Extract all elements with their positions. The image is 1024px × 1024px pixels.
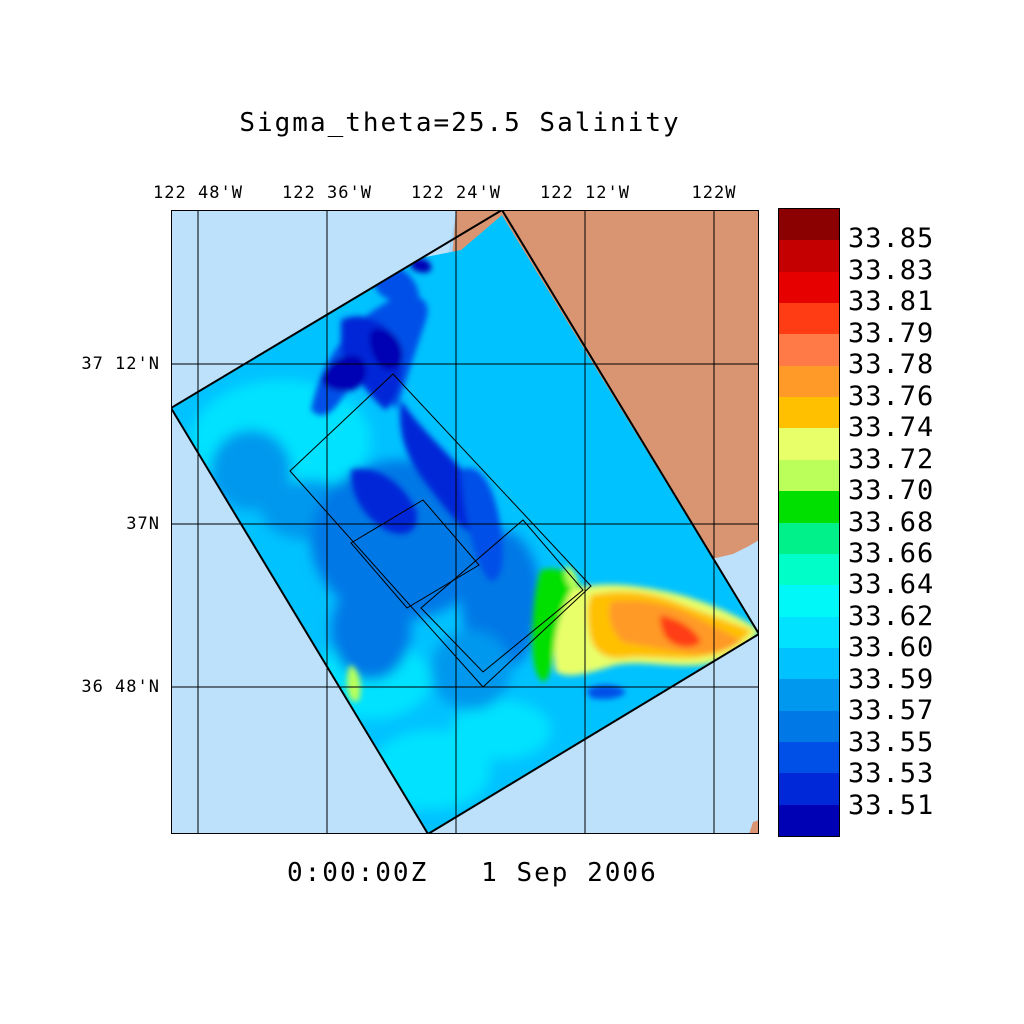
colorbar-swatch bbox=[779, 647, 839, 680]
latitude-label-36-48n: 36 48'N bbox=[81, 677, 160, 697]
colorbar-label: 33.51 bbox=[848, 789, 935, 821]
colorbar-label: 33.78 bbox=[848, 349, 935, 381]
colorbar-label: 33.55 bbox=[848, 726, 935, 758]
graticule bbox=[171, 210, 759, 834]
colorbar-label: 33.64 bbox=[848, 569, 935, 601]
colorbar-swatch bbox=[779, 209, 839, 241]
colorbar-label: 33.74 bbox=[848, 412, 935, 444]
colorbar-swatch bbox=[779, 585, 839, 618]
colorbar-label: 33.85 bbox=[848, 223, 935, 255]
longitude-label-122-24w: 122 24'W bbox=[411, 183, 501, 203]
colorbar-swatch bbox=[779, 491, 839, 523]
colorbar-swatch bbox=[779, 616, 839, 649]
model-domain-outline bbox=[171, 210, 759, 834]
colorbar-swatch bbox=[779, 773, 839, 806]
land-fragment bbox=[749, 820, 759, 834]
salinity-map-canvas bbox=[171, 210, 759, 834]
colorbar-label: 33.66 bbox=[848, 537, 935, 569]
timestamp: 0:00:00Z 1 Sep 2006 bbox=[287, 858, 658, 888]
colorbar-label: 33.68 bbox=[848, 506, 935, 538]
longitude-label-122-48w: 122 48'W bbox=[153, 183, 243, 203]
colorbar-label: 33.59 bbox=[848, 663, 935, 695]
colorbar-swatch bbox=[779, 365, 839, 398]
longitude-label-122-12w: 122 12'W bbox=[540, 183, 630, 203]
colorbar-label: 33.70 bbox=[848, 475, 935, 507]
map-title: Sigma_theta=25.5 Salinity bbox=[239, 108, 681, 138]
colorbar-swatch bbox=[779, 710, 839, 743]
salinity-map bbox=[171, 210, 759, 834]
colorbar-label: 33.81 bbox=[848, 286, 935, 318]
colorbar-swatch bbox=[779, 522, 839, 555]
colorbar-swatch bbox=[779, 397, 839, 429]
colorbar-swatch bbox=[779, 804, 839, 837]
colorbar-swatch bbox=[779, 679, 839, 712]
nested-domain-boxes bbox=[289, 373, 592, 688]
colorbar-label: 33.57 bbox=[848, 695, 935, 727]
colorbar-label: 33.76 bbox=[848, 380, 935, 412]
map-frame bbox=[171, 210, 759, 834]
colorbar-swatch bbox=[779, 741, 839, 774]
colorbar-label: 33.79 bbox=[848, 317, 935, 349]
colorbar-label: 33.62 bbox=[848, 600, 935, 632]
colorbar-label: 33.60 bbox=[848, 632, 935, 664]
latitude-label-37n: 37N bbox=[126, 514, 160, 534]
colorbar-label: 33.72 bbox=[848, 443, 935, 475]
colorbar-swatch bbox=[779, 240, 839, 273]
colorbar-swatch bbox=[779, 303, 839, 335]
colorbar-label: 33.83 bbox=[848, 254, 935, 286]
colorbar-swatch bbox=[779, 428, 839, 461]
latitude-label-37-12n: 37 12'N bbox=[81, 354, 160, 374]
colorbar-swatch bbox=[779, 553, 839, 586]
colorbar-swatch bbox=[779, 334, 839, 367]
colorbar-swatch bbox=[779, 271, 839, 304]
longitude-label-122w: 122W bbox=[691, 183, 737, 203]
colorbar-swatch bbox=[779, 459, 839, 492]
colorbar bbox=[778, 208, 840, 837]
longitude-label-122-36w: 122 36'W bbox=[282, 183, 372, 203]
colorbar-label: 33.53 bbox=[848, 758, 935, 790]
